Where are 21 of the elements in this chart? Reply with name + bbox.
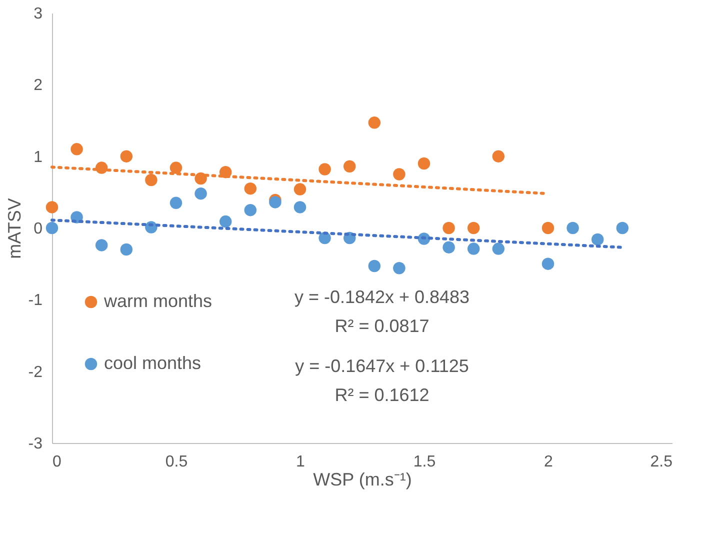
annotation: y = -0.1647x + 0.1125: [295, 356, 469, 376]
y-tick-label: 1: [34, 148, 43, 166]
legend-label: warm months: [103, 291, 212, 311]
annotation: R² = 0.1612: [334, 385, 430, 405]
annotation: y = -0.1842x + 0.8483: [294, 287, 470, 307]
x-tick-label: 1: [296, 454, 306, 470]
legend-label: cool months: [104, 353, 202, 373]
y-tick-label: 3: [34, 6, 43, 22]
y-tick-label: -3: [28, 436, 43, 452]
x-tick-label: 1.5: [413, 454, 436, 470]
x-axis-title: WSP (m.s⁻¹): [313, 470, 412, 490]
annotation: R² = 0.0817: [334, 316, 430, 336]
y-tick-label: 2: [34, 77, 43, 94]
y-tick-label: 0: [34, 220, 43, 238]
x-tick-label: 0: [52, 454, 62, 470]
y-axis-title: mATSV: [4, 198, 24, 259]
y-tick-label: -1: [28, 292, 43, 310]
y-tick-label: -2: [28, 364, 43, 381]
x-tick-label: 2.5: [650, 454, 673, 470]
x-tick-label: 0.5: [165, 454, 188, 470]
x-tick-label: 2: [544, 454, 554, 470]
